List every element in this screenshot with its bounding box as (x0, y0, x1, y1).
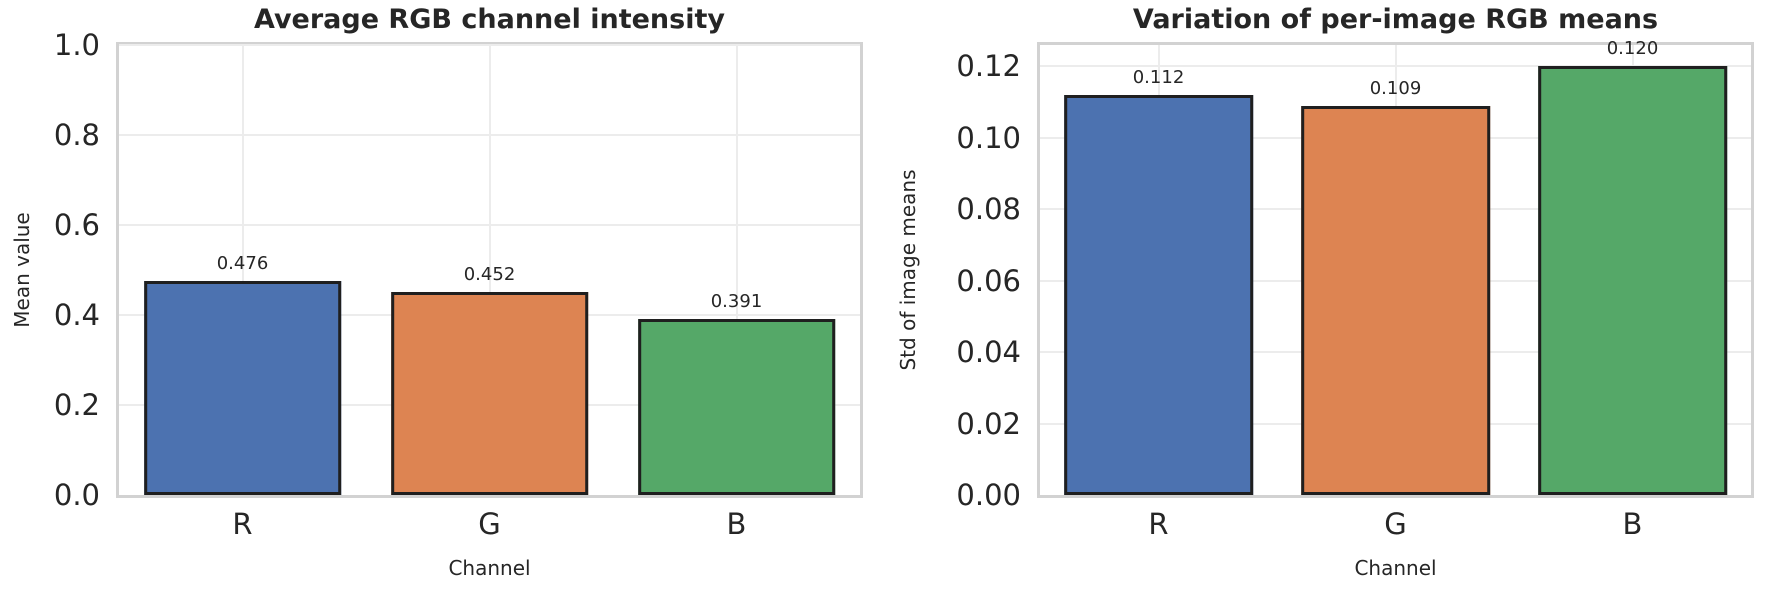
y-tick-label: 0.08 (956, 192, 1021, 227)
bar-B (1537, 66, 1728, 495)
plot-area: 0.112 0.109 0.120 (1037, 38, 1754, 498)
plot-area: 0.476 0.452 0.391 (116, 42, 863, 498)
bar-B (637, 319, 836, 495)
bar-value-label: 0.120 (1606, 38, 1659, 60)
y-axis-label: Mean value (10, 212, 34, 328)
x-tick-label: B (726, 507, 747, 541)
bar-R (1063, 95, 1254, 495)
x-tick-label: G (1384, 507, 1407, 541)
x-axis-label: Channel (1354, 556, 1437, 580)
bar-G (390, 291, 589, 495)
y-tick-label: 0.8 (53, 118, 100, 152)
y-tick-label: 0.0 (53, 478, 100, 512)
y-tick-label: 0.2 (53, 388, 100, 422)
bar-value-label: 0.452 (463, 263, 516, 285)
y-tick-label: 0.00 (956, 478, 1021, 512)
bar-value-label: 0.391 (710, 291, 763, 313)
v-gridline (735, 45, 738, 495)
y-tick-label: 0.04 (956, 335, 1021, 370)
y-tick-label: 0.12 (956, 49, 1021, 84)
y-tick-label: 0.4 (53, 298, 100, 332)
chart-title: Variation of per-image RGB means (1132, 4, 1659, 35)
y-tick-label: 1.0 (53, 28, 100, 62)
y-tick-label: 0.6 (53, 208, 100, 242)
bar-value-label: 0.476 (216, 252, 269, 274)
x-tick-label: R (1148, 507, 1169, 541)
y-tick-label: 0.02 (956, 406, 1021, 441)
bar-value-label: 0.109 (1369, 77, 1422, 99)
v-gridline (488, 45, 491, 495)
bar-R (143, 280, 342, 495)
chart-variation-rgb-means: Variation of per-image RGB means Std of … (886, 0, 1772, 596)
y-tick-label: 0.06 (956, 263, 1021, 298)
x-tick-label: B (1622, 507, 1643, 541)
x-tick-label: R (232, 507, 253, 541)
x-tick-label: G (478, 507, 501, 541)
bar-G (1300, 105, 1491, 495)
v-gridline (241, 45, 244, 495)
bar-value-label: 0.112 (1132, 67, 1185, 89)
y-tick-label: 0.10 (956, 120, 1021, 155)
y-axis-label: Std of image means (896, 169, 920, 371)
chart-average-rgb-intensity: Average RGB channel intensity Mean value… (10, 4, 863, 580)
chart-title: Average RGB channel intensity (254, 4, 725, 35)
x-axis-label: Channel (448, 556, 531, 580)
